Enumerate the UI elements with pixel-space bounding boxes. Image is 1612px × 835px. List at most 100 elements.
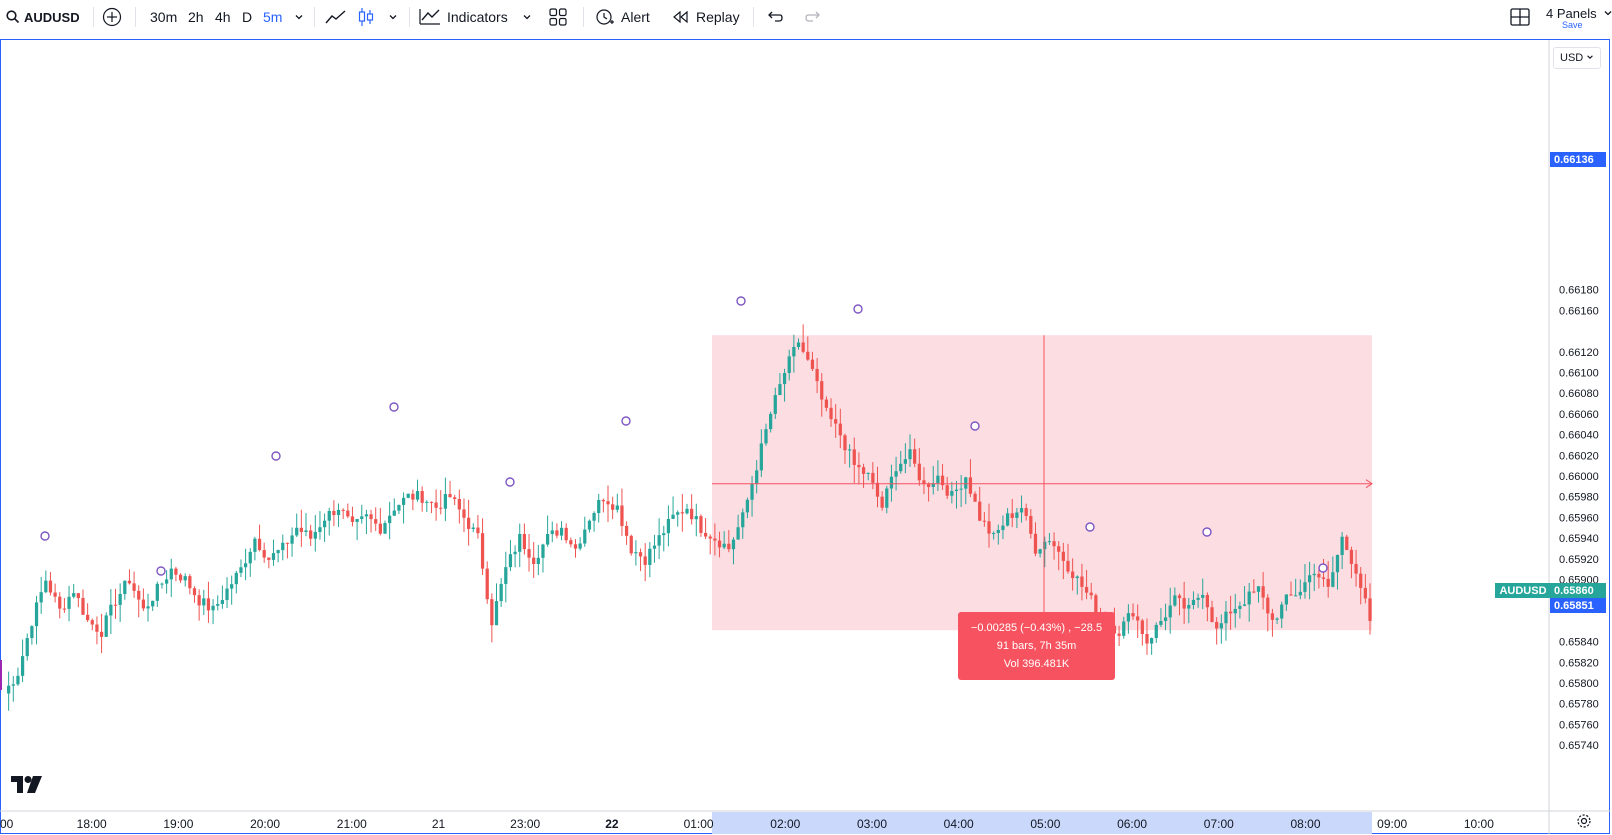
candle-up xyxy=(936,475,940,484)
interval-dropdown[interactable] xyxy=(294,0,304,34)
candle-up xyxy=(894,471,898,477)
candle-up xyxy=(72,593,76,597)
candle-down xyxy=(490,599,494,626)
candle-down xyxy=(978,501,982,521)
candle-up xyxy=(597,499,601,514)
candle-up xyxy=(1005,513,1010,526)
chart-type-candles-button[interactable] xyxy=(358,0,374,34)
search-icon xyxy=(6,10,20,24)
candle-up xyxy=(787,356,791,374)
interval-5m[interactable]: 5m xyxy=(263,9,283,25)
chart-type-line-button[interactable] xyxy=(325,0,347,34)
candle-down xyxy=(1363,587,1367,599)
candle-down xyxy=(1033,533,1038,554)
price-tick-label: 0.65740 xyxy=(1559,740,1599,752)
candle-down xyxy=(843,435,847,451)
compare-add-symbol-button[interactable] xyxy=(102,0,122,34)
layout-button[interactable] xyxy=(1510,0,1530,34)
settings-gear-icon[interactable] xyxy=(1576,813,1592,834)
candle-up xyxy=(164,579,169,584)
candle-down xyxy=(806,351,810,360)
event-marker-icon xyxy=(853,304,863,314)
price-tick-label: 0.65940 xyxy=(1559,533,1599,545)
candle-up xyxy=(736,527,740,540)
candle-up xyxy=(243,563,248,568)
candle-up xyxy=(662,533,666,536)
indicators-button[interactable]: Indicators xyxy=(419,0,508,34)
candle-down xyxy=(99,631,104,637)
candle-down xyxy=(81,598,85,615)
candle-up xyxy=(587,520,592,530)
candle-up xyxy=(34,602,39,627)
candle-down xyxy=(197,595,201,606)
candle-up xyxy=(652,545,657,549)
candle-down xyxy=(1140,620,1144,634)
alert-button[interactable]: Alert xyxy=(595,0,650,34)
replay-icon xyxy=(672,10,690,24)
candle-up xyxy=(151,600,155,607)
candle-up xyxy=(518,533,522,552)
templates-button[interactable] xyxy=(549,0,567,34)
candle-up xyxy=(383,523,387,534)
candle-up xyxy=(1019,508,1024,513)
candle-up xyxy=(318,527,322,532)
candle-up xyxy=(360,516,364,519)
event-marker-icon xyxy=(736,296,746,306)
tradingview-logo[interactable] xyxy=(11,776,43,799)
time-tick-label: 21 xyxy=(432,817,446,831)
undo-button[interactable] xyxy=(766,0,784,34)
candle-down xyxy=(299,527,303,532)
candle-up xyxy=(16,675,20,685)
candle-up xyxy=(741,512,745,528)
candle-up xyxy=(950,490,954,496)
candle-up xyxy=(118,593,122,605)
panels-save-link[interactable]: Save xyxy=(1562,20,1583,30)
interval-d[interactable]: D xyxy=(242,9,253,25)
measure-bars: 91 bars, 7h 35m xyxy=(996,640,1077,652)
candle-up xyxy=(295,527,299,536)
candle-down xyxy=(448,494,452,498)
candle-down xyxy=(420,491,424,503)
currency-selector[interactable]: USD xyxy=(1553,47,1601,69)
candle-down xyxy=(341,509,345,511)
replay-button[interactable]: Replay xyxy=(672,0,740,34)
chart-type-dropdown[interactable] xyxy=(388,0,398,34)
event-marker-icon xyxy=(621,416,631,426)
candle-down xyxy=(829,407,833,420)
candle-down xyxy=(857,464,861,468)
candle-down xyxy=(374,519,378,524)
price-tick-label: 0.65980 xyxy=(1559,492,1599,504)
candle-up xyxy=(327,510,331,521)
candle-down xyxy=(922,480,926,485)
candle-up xyxy=(123,580,127,594)
candle-down xyxy=(1345,536,1349,550)
indicators-dropdown[interactable] xyxy=(522,0,532,34)
interval-30m[interactable]: 30m xyxy=(150,9,178,25)
interval-4h[interactable]: 4h xyxy=(215,9,231,25)
candle-up xyxy=(1038,549,1042,554)
candle-up xyxy=(225,588,229,601)
candle-up xyxy=(1242,604,1247,606)
interval-2h[interactable]: 2h xyxy=(188,9,204,25)
redo-button[interactable] xyxy=(804,0,822,34)
candle-down xyxy=(611,504,615,510)
candle-down xyxy=(987,521,991,534)
candle-down xyxy=(708,536,712,539)
candle-down xyxy=(606,501,610,505)
symbol-search-button[interactable]: AUDUSD xyxy=(6,0,80,34)
candle-down xyxy=(680,512,684,514)
candle-up xyxy=(583,529,587,544)
candle-up xyxy=(750,483,754,500)
event-marker-icon xyxy=(156,566,166,576)
candle-up xyxy=(304,530,308,532)
candle-up xyxy=(648,548,652,565)
candle-down xyxy=(132,583,136,591)
candle-up xyxy=(536,557,540,564)
candle-down xyxy=(1052,541,1056,547)
candle-up xyxy=(276,550,280,554)
candle-up xyxy=(796,342,801,348)
panels-layout-menu[interactable]: 4 Panels xyxy=(1546,0,1612,30)
candle-down xyxy=(178,574,183,581)
price-tick-label: 0.66100 xyxy=(1559,368,1599,380)
